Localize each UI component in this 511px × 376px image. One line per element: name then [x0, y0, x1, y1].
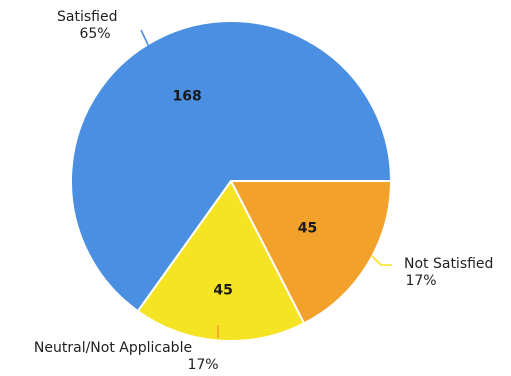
percent-label-neutral-not-applicable: 17% — [187, 357, 218, 373]
category-label-neutral-not-applicable: Neutral/Not Applicable — [34, 340, 192, 356]
pie-slice-neutral-not-applicable — [230, 180, 392, 325]
percent-label-satisfied: 65% — [79, 26, 110, 42]
data-label-neutral-not-applicable: 45 — [298, 221, 317, 237]
category-label-satisfied: Satisfied — [57, 9, 117, 25]
pie-slice-satisfied — [70, 20, 392, 313]
leader-line-not-satisfied — [371, 255, 392, 266]
slices-layer — [70, 20, 392, 342]
leader-lines-layer — [140, 29, 392, 338]
leader-line-satisfied — [140, 29, 158, 52]
category-label-not-satisfied: Not Satisfied — [404, 256, 493, 272]
pie-slice-not-satisfied — [136, 180, 306, 342]
percent-label-not-satisfied: 17% — [405, 273, 436, 289]
data-label-not-satisfied: 45 — [213, 283, 232, 299]
data-label-satisfied: 168 — [172, 89, 201, 105]
